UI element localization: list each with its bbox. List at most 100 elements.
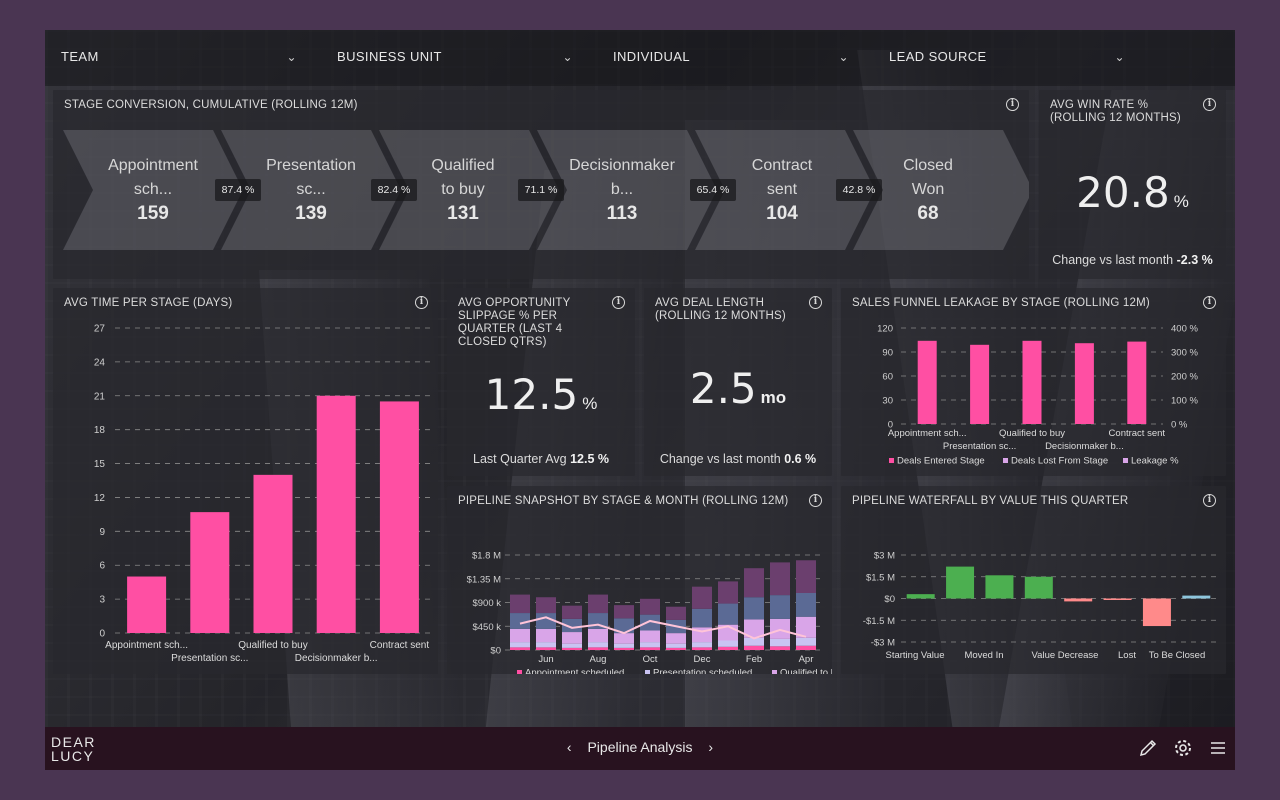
win-rate-panel: AVG WIN RATE % (ROLLING 12 MONTHS) i 20.… — [1039, 90, 1226, 279]
filter-team[interactable]: TEAM ⌄ — [61, 49, 297, 69]
info-icon[interactable]: i — [1203, 98, 1216, 111]
funnel-arrow — [853, 130, 1029, 250]
waterfall-bar — [1142, 598, 1171, 627]
stage-value: 159 — [137, 203, 169, 224]
stacked-bar-segment — [718, 640, 738, 647]
filter-label: BUSINESS UNIT — [337, 49, 442, 64]
stacked-bar-segment — [536, 597, 556, 614]
info-icon[interactable]: i — [809, 296, 822, 309]
y-tick-label: 6 — [99, 561, 105, 572]
stacked-bar-segment — [536, 647, 556, 650]
stage-value: 113 — [606, 203, 638, 224]
y-tick-label: 15 — [94, 459, 106, 470]
info-icon[interactable]: i — [612, 296, 625, 309]
stacked-bar-segment — [510, 628, 530, 643]
y2-tick-label: 200 % — [1171, 372, 1198, 383]
logo[interactable]: DEAR LUCY — [51, 735, 96, 763]
legend-label: Deals Lost From Stage — [1011, 456, 1108, 467]
x-tick-label: Starting Value — [886, 650, 945, 661]
conversion-rate: 65.4 % — [690, 179, 736, 201]
x-tick-label: Moved In — [964, 650, 1003, 661]
y-tick-label: 3 — [99, 595, 105, 606]
stacked-bar-segment — [692, 647, 712, 650]
x-tick-label: Contract sent — [370, 640, 430, 651]
stage-qualified[interactable]: Qualified to buy 131 — [403, 154, 523, 226]
stacked-bar-segment — [692, 642, 712, 648]
last-year-line — [519, 616, 807, 640]
stacked-bar-segment — [614, 605, 634, 619]
kpi-unit: mo — [760, 388, 787, 407]
stage-appointment[interactable]: Appointment sch... 159 — [93, 154, 213, 226]
info-icon[interactable]: i — [809, 494, 822, 507]
stacked-bar-segment — [718, 603, 738, 625]
stage-label: to buy — [441, 181, 485, 198]
stacked-bar-segment — [536, 642, 556, 648]
stage-decisionmaker[interactable]: Decisionmaker b... 113 — [557, 154, 687, 226]
stacked-bar-segment — [744, 637, 764, 646]
footer-value: 0.6 % — [784, 452, 817, 466]
gear-icon[interactable] — [1173, 738, 1193, 758]
funnel-arrow — [221, 130, 401, 250]
x-tick-label: Decisionmaker b... — [1045, 441, 1124, 452]
info-icon[interactable]: i — [1006, 98, 1019, 111]
bar — [379, 401, 419, 633]
y-tick-label: $1.5 M — [866, 572, 895, 583]
panel-title: PIPELINE SNAPSHOT BY STAGE & MONTH (ROLL… — [458, 495, 789, 507]
kpi-footer: Last Quarter Avg 12.5 % — [447, 452, 635, 466]
leakage-panel: SALES FUNNEL LEAKAGE BY STAGE (ROLLING 1… — [841, 288, 1226, 476]
info-icon[interactable]: i — [415, 296, 428, 309]
stacked-bar-segment — [770, 646, 790, 650]
kpi-footer: Change vs last month 0.6 % — [644, 452, 832, 466]
stage-closed-won[interactable]: Closed Won 68 — [868, 154, 988, 226]
y2-tick-label: 400 % — [1171, 324, 1198, 335]
stage-contract[interactable]: Contract sent 104 — [722, 154, 842, 226]
stacked-bar-segment — [536, 628, 556, 643]
filter-lead-source[interactable]: LEAD SOURCE ⌄ — [889, 49, 1125, 69]
x-tick-label: Appointment sch... — [888, 428, 967, 439]
time-per-stage-chart: 0 3 6 9 12 15 18 21 24 27 Appointment sch... Presen… — [94, 324, 431, 664]
funnel-arrow — [537, 130, 717, 250]
bar — [316, 395, 356, 633]
waterfall-bar — [946, 566, 975, 599]
footer-value: -2.3 % — [1176, 253, 1213, 267]
stacked-bar-segment — [796, 637, 816, 646]
stacked-bar-segment — [744, 597, 764, 620]
menu-icon[interactable] — [1208, 738, 1228, 758]
filter-bar: TEAM ⌄ BUSINESS UNIT ⌄ INDIVIDUAL ⌄ LEAD… — [45, 30, 1235, 86]
stacked-bar-segment — [640, 647, 660, 650]
legend-swatch — [517, 670, 522, 674]
stacked-bar-segment — [614, 647, 634, 650]
stage-presentation[interactable]: Presentation sc... 139 — [251, 154, 371, 226]
stacked-bar-segment — [744, 568, 764, 598]
pencil-icon[interactable] — [1138, 738, 1158, 758]
y-tick-label: 12 — [94, 493, 106, 504]
filter-individual[interactable]: INDIVIDUAL ⌄ — [613, 49, 849, 69]
stacked-bar-segment — [640, 642, 660, 648]
bar — [1074, 343, 1094, 424]
bar — [1127, 341, 1147, 424]
legend-swatch — [772, 670, 777, 674]
legend-swatch — [1123, 458, 1128, 463]
filter-business-unit[interactable]: BUSINESS UNIT ⌄ — [337, 49, 573, 69]
bar — [1022, 340, 1042, 424]
conversion-rate: 71.1 % — [518, 179, 564, 201]
y-tick-label: $0 — [490, 646, 501, 657]
x-tick-label: Value Decrease — [1032, 650, 1099, 661]
chevron-left-icon[interactable]: ‹ — [566, 739, 572, 755]
stacked-bar-segment — [692, 586, 712, 609]
kpi-unit: % — [582, 394, 598, 413]
logo-line: DEAR — [51, 734, 96, 750]
chevron-down-icon: ⌄ — [562, 50, 573, 64]
stacked-bar-segment — [744, 619, 764, 638]
chevron-right-icon[interactable]: › — [708, 739, 714, 755]
info-icon[interactable]: i — [1203, 494, 1216, 507]
kpi-footer: Change vs last month -2.3 % — [1039, 253, 1226, 267]
stacked-bar-segment — [796, 593, 816, 617]
panel-title: AVG WIN RATE % (ROLLING 12 MONTHS) — [1050, 99, 1181, 124]
x-tick-label: Lost — [1118, 650, 1136, 661]
y2-tick-label: 0 % — [1171, 420, 1188, 431]
dashboard-frame: TEAM ⌄ BUSINESS UNIT ⌄ INDIVIDUAL ⌄ LEAD… — [45, 30, 1235, 770]
x-tick-label: Feb — [746, 654, 762, 665]
info-icon[interactable]: i — [1203, 296, 1216, 309]
footer-label: Last Quarter Avg — [473, 452, 567, 466]
